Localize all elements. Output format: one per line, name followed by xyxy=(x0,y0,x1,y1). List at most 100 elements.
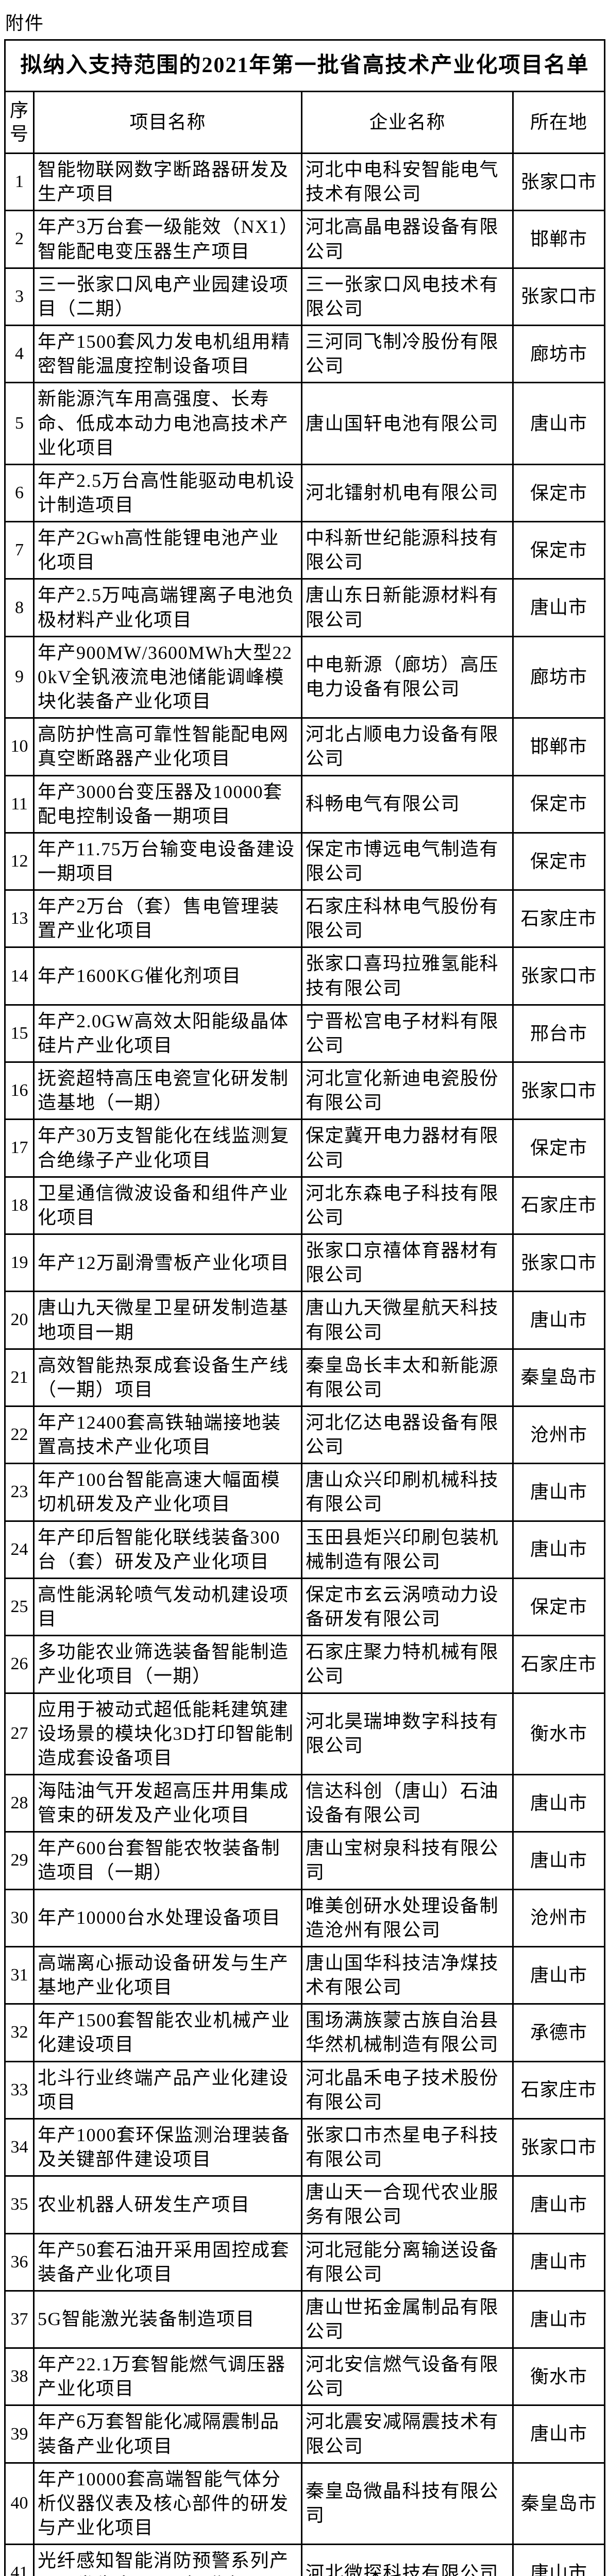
index-cell: 30 xyxy=(4,1888,35,1947)
index-cell: 25 xyxy=(4,1577,35,1637)
city-cell: 衡水市 xyxy=(512,2347,606,2406)
table-row: 5 新能源汽车用高强度、长寿命、低成本动力电池高技术产业化项目 唐山国轩电池有限公司… xyxy=(4,382,606,465)
city-cell: 张家口市 xyxy=(512,152,606,212)
city-cell: 唐山市 xyxy=(512,2544,606,2576)
table-row: 27 应用于被动式超低能耗建筑建设场景的模块化3D打印智能制造成套设备项目 河北昊瑞… xyxy=(4,1692,606,1776)
project-name-cell: 年产1000套环保监测治理装备及关键部件建设项目 xyxy=(33,2117,302,2177)
company-name-cell: 三一张家口风电技术有限公司 xyxy=(301,267,514,327)
company-name-cell: 河北震安减隔震技术有限公司 xyxy=(301,2404,514,2464)
city-cell: 张家口市 xyxy=(512,1061,606,1121)
index-cell: 6 xyxy=(4,463,35,523)
city-cell: 唐山市 xyxy=(512,2404,606,2464)
header-project: 项目名称 xyxy=(33,90,302,155)
project-name-cell: 年产2万台（套）售电管理装置产业化项目 xyxy=(33,889,302,948)
table-row: 31 高端离心振动设备研发与生产基地产业化项目 唐山国华科技洁净煤技术有限公司 唐山市 xyxy=(4,1945,606,2005)
table-row: 36 年产50套石油开采用固控成套装备产业化项目 河北冠能分离输送设备有限公司 唐山市 xyxy=(4,2232,606,2292)
project-name-cell: 年产10000台水处理设备项目 xyxy=(33,1888,302,1947)
index-cell: 35 xyxy=(4,2175,35,2234)
table-row: 12 年产11.75万台输变电设备建设一期项目 保定市博远电气制造有限公司 保定市 xyxy=(4,832,606,891)
project-name-cell: 年产100台智能高速大幅面模切机研发及产业化项目 xyxy=(33,1463,302,1522)
index-cell: 29 xyxy=(4,1831,35,1890)
company-name-cell: 信达科创（唐山）石油设备有限公司 xyxy=(301,1773,514,1833)
index-cell: 22 xyxy=(4,1405,35,1465)
table-row: 2 年产3万台套一级能效（NX1）智能配电变压器生产项目 河北高晶电器设备有限公司邯… xyxy=(4,210,606,269)
table-row: 28 海陆油气开发超高压井用集成管束的研发及产业化项目 信达科创（唐山）石油设备有限… xyxy=(4,1773,606,1833)
city-cell: 张家口市 xyxy=(512,267,606,327)
project-name-cell: 北斗行业终端产品产业化建设项目 xyxy=(33,2060,302,2120)
table-row: 1 智能物联网数字断路器研发及生产项目 河北中电科安智能电气技术有限公司 张家口市 xyxy=(4,152,606,212)
company-name-cell: 唐山东日新能源材料有限公司 xyxy=(301,578,514,637)
project-name-cell: 年产900MW/3600MWh大型220kV全钒液流电池储能调峰模块化装备产业化… xyxy=(33,635,302,719)
table-row: 29 年产600台套智能农牧装备制造项目（一期） 唐山宝树泉科技有限公司 唐山市 xyxy=(4,1831,606,1890)
table-row: 6 年产2.5万台高性能驱动电机设计制造项目 河北镭射机电有限公司 保定市 xyxy=(4,463,606,523)
index-cell: 5 xyxy=(4,382,35,465)
index-cell: 16 xyxy=(4,1061,35,1121)
index-cell: 23 xyxy=(4,1463,35,1522)
project-name-cell: 年产1600KG催化剂项目 xyxy=(33,946,302,1006)
city-cell: 石家庄市 xyxy=(512,889,606,948)
header-company: 企业名称 xyxy=(301,90,514,155)
city-cell: 保定市 xyxy=(512,521,606,580)
city-cell: 秦皇岛市 xyxy=(512,2462,606,2546)
index-cell: 37 xyxy=(4,2290,35,2349)
project-name-cell: 年产2.5万吨高端锂离子电池负极材料产业化项目 xyxy=(33,578,302,637)
city-cell: 承德市 xyxy=(512,2003,606,2062)
table-row: 26 多功能农业筛选装备智能制造产业化项目（一期） 石家庄聚力特机械有限公司 石家庄市 xyxy=(4,1635,606,1694)
table-row: 39 年产6万套智能化减隔震制品装备产业化项目 河北震安减隔震技术有限公司 唐山市 xyxy=(4,2404,606,2464)
project-name-cell: 高端离心振动设备研发与生产基地产业化项目 xyxy=(33,1945,302,2005)
index-cell: 34 xyxy=(4,2117,35,2177)
city-cell: 沧州市 xyxy=(512,1888,606,1947)
company-name-cell: 张家口喜玛拉雅氢能科技有限公司 xyxy=(301,946,514,1006)
index-cell: 39 xyxy=(4,2404,35,2464)
project-name-cell: 多功能农业筛选装备智能制造产业化项目（一期） xyxy=(33,1635,302,1694)
table-title: 拟纳入支持范围的2021年第一批省高技术产业化项目名单 xyxy=(4,39,606,92)
project-name-cell: 新能源汽车用高强度、长寿命、低成本动力电池高技术产业化项目 xyxy=(33,382,302,465)
company-name-cell: 保定市博远电气制造有限公司 xyxy=(301,832,514,891)
company-name-cell: 唐山国华科技洁净煤技术有限公司 xyxy=(301,1945,514,2005)
table-row: 25 高性能涡轮喷气发动机建设项目 保定市玄云涡喷动力设备研发有限公司 保定市 xyxy=(4,1577,606,1637)
table-row: 21 高效智能热泵成套设备生产线（一期）项目 秦皇岛长丰太和新能源有限公司 秦皇岛市 xyxy=(4,1348,606,1407)
city-cell: 唐山市 xyxy=(512,382,606,465)
index-cell: 27 xyxy=(4,1692,35,1776)
company-name-cell: 张家口市杰星电子科技有限公司 xyxy=(301,2117,514,2177)
company-name-cell: 河北占顺电力设备有限公司 xyxy=(301,717,514,776)
table-row: 24 年产印后智能化联线装备300台（套）研发及产业化项目 玉田县炬兴印刷包装机械制… xyxy=(4,1520,606,1579)
project-name-cell: 年产3万台套一级能效（NX1）智能配电变压器生产项目 xyxy=(33,210,302,269)
table-row: 17 年产30万支智能化在线监测复合绝缘子产业化项目 保定冀开电力器材有限公司 保定市 xyxy=(4,1118,606,1178)
project-name-cell: 高效智能热泵成套设备生产线（一期）项目 xyxy=(33,1348,302,1407)
index-cell: 10 xyxy=(4,717,35,776)
index-cell: 3 xyxy=(4,267,35,327)
company-name-cell: 玉田县炬兴印刷包装机械制造有限公司 xyxy=(301,1520,514,1579)
table-row: 8 年产2.5万吨高端锂离子电池负极材料产业化项目 唐山东日新能源材料有限公司 唐山市 xyxy=(4,578,606,637)
table-row: 35 农业机器人研发生产项目 唐山天一合现代农业服务有限公司 唐山市 xyxy=(4,2175,606,2234)
index-cell: 2 xyxy=(4,210,35,269)
index-cell: 13 xyxy=(4,889,35,948)
company-name-cell: 河北中电科安智能电气技术有限公司 xyxy=(301,152,514,212)
index-cell: 33 xyxy=(4,2060,35,2120)
index-cell: 26 xyxy=(4,1635,35,1694)
header-row: 序号 项目名称 企业名称 所在地 xyxy=(4,90,606,155)
project-name-cell: 年产1500套风力发电机组用精密智能温度控制设备项目 xyxy=(33,325,302,384)
city-cell: 衡水市 xyxy=(512,1692,606,1776)
city-cell: 石家庄市 xyxy=(512,1635,606,1694)
table-row: 15 年产2.0GW高效太阳能级晶体硅片产业化项目 宁晋松宫电子材料有限公司 邢台市 xyxy=(4,1004,606,1063)
table-body: 1 智能物联网数字断路器研发及生产项目 河北中电科安智能电气技术有限公司 张家口市 2 年… xyxy=(4,152,606,2576)
company-name-cell: 保定冀开电力器材有限公司 xyxy=(301,1118,514,1178)
project-name-cell: 年产11.75万台输变电设备建设一期项目 xyxy=(33,832,302,891)
project-name-cell: 农业机器人研发生产项目 xyxy=(33,2175,302,2234)
project-name-cell: 年产2.0GW高效太阳能级晶体硅片产业化项目 xyxy=(33,1004,302,1063)
company-name-cell: 保定市玄云涡喷动力设备研发有限公司 xyxy=(301,1577,514,1637)
attachment-label: 附件 xyxy=(5,13,45,33)
project-name-cell: 年产12万副滑雪板产业化项目 xyxy=(33,1233,302,1293)
index-cell: 4 xyxy=(4,325,35,384)
city-cell: 邯郸市 xyxy=(512,210,606,269)
project-list-table: 拟纳入支持范围的2021年第一批省高技术产业化项目名单 序号 项目名称 企业名称… xyxy=(4,39,606,2576)
company-name-cell: 河北晶禾电子技术股份有限公司 xyxy=(301,2060,514,2120)
index-cell: 14 xyxy=(4,946,35,1006)
company-name-cell: 唐山九天微星航天科技有限公司 xyxy=(301,1291,514,1350)
index-cell: 11 xyxy=(4,774,35,834)
company-name-cell: 河北昊瑞坤数字科技有限公司 xyxy=(301,1692,514,1776)
table-row: 37 5G智能激光装备制造项目 唐山世拓金属制品有限公司 唐山市 xyxy=(4,2290,606,2349)
city-cell: 张家口市 xyxy=(512,946,606,1006)
table-row: 22 年产12400套高铁轴端接地装置高技术产业化项目 河北亿达电器设备有限公司 沧州… xyxy=(4,1405,606,1465)
